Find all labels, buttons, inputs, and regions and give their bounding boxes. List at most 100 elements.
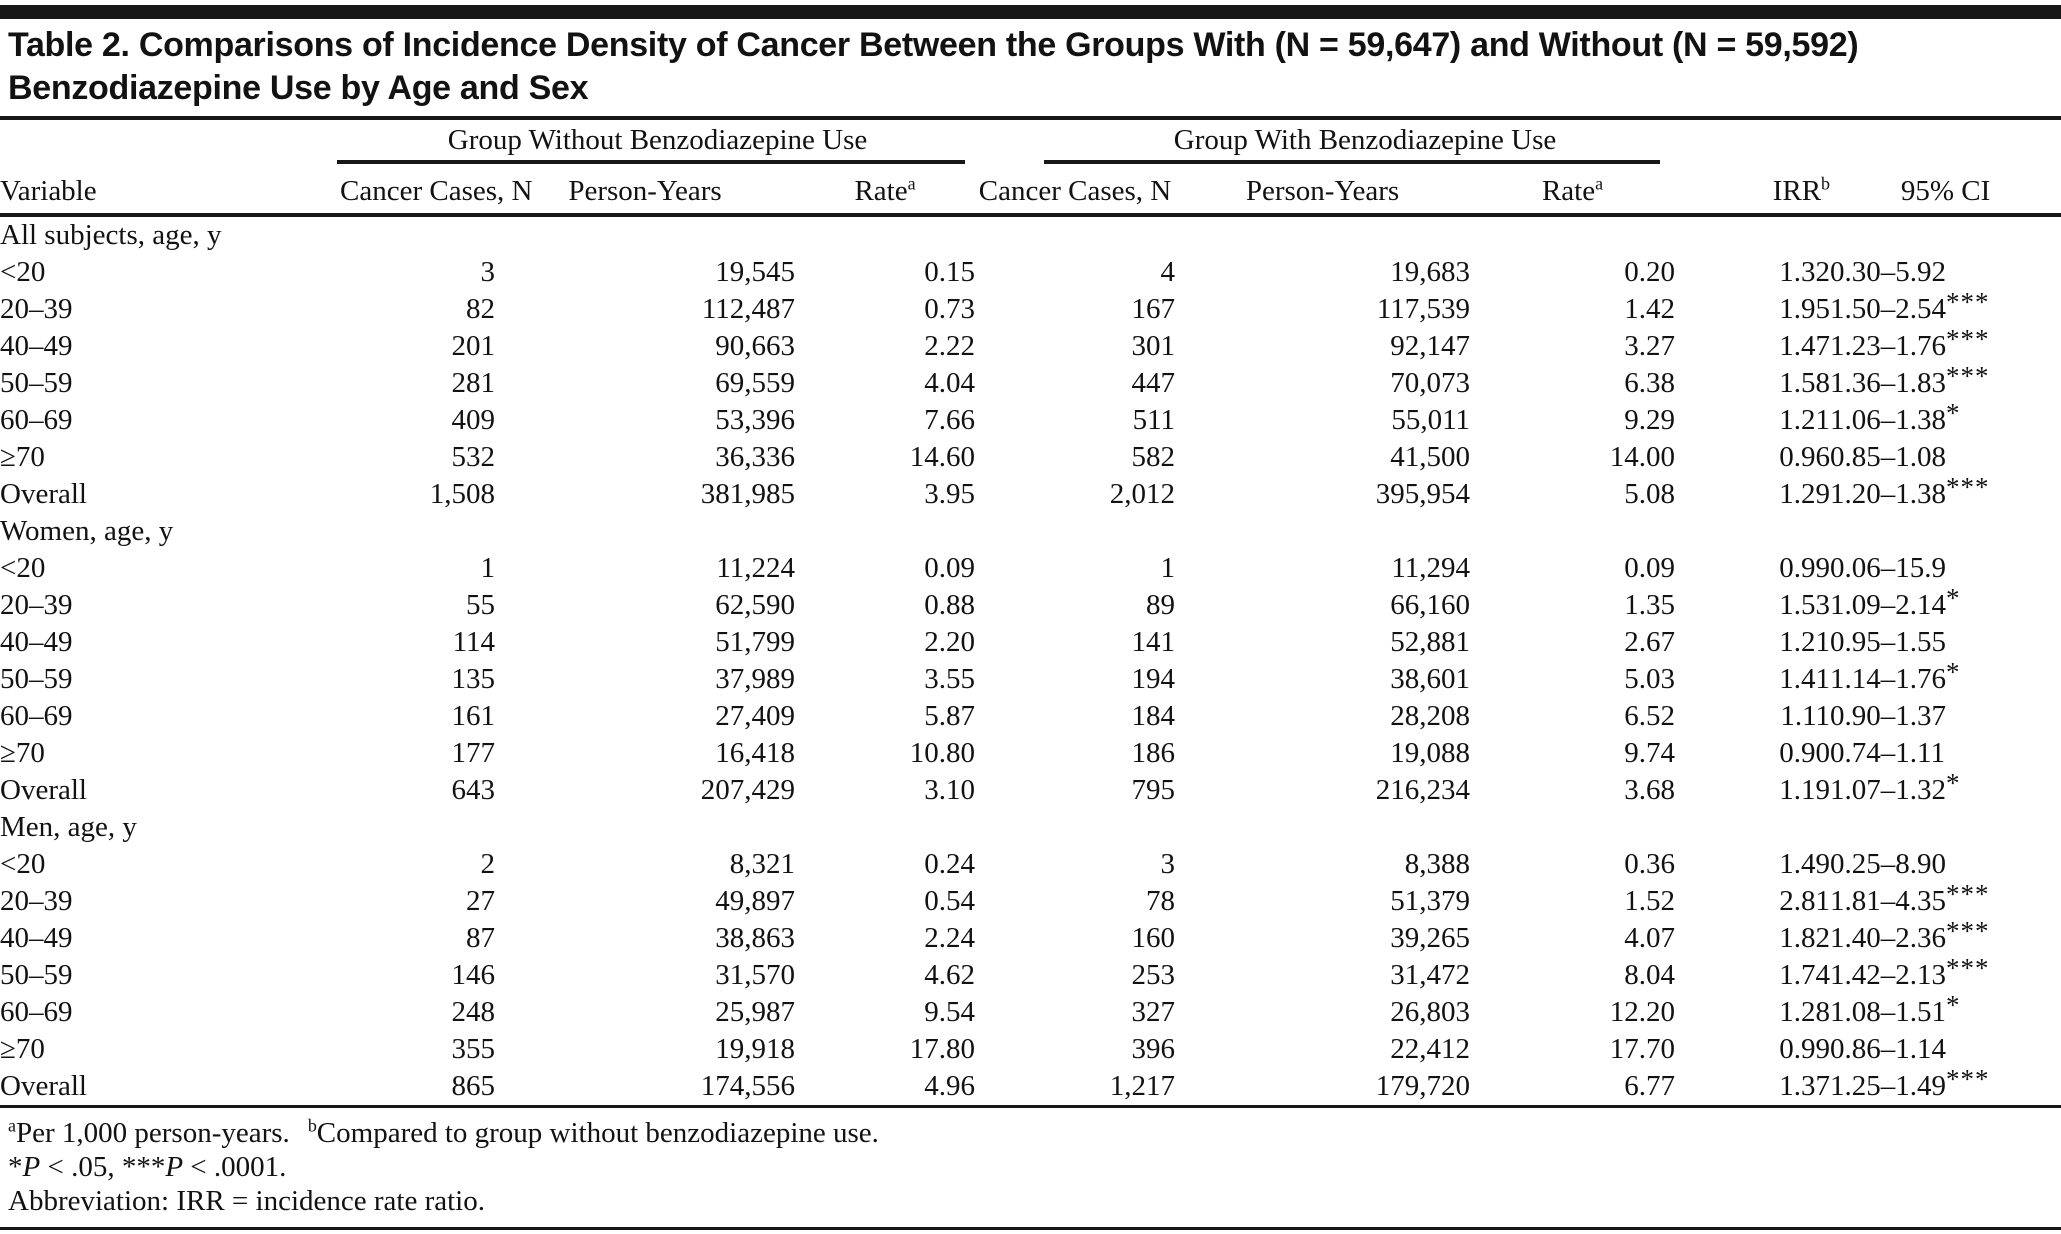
wo-py-value: 16,418 [715,737,795,769]
data-row: <20 2 8,321 0.24 3 8,388 0.36 1.49 0.25–8.90 [0,846,2061,883]
ci-range: 0.90–1.37 [1830,700,1947,732]
group-without-header: Group Without Benzodiazepine Use [337,120,975,164]
irr-value: 1.41 [1779,663,1831,695]
table-bottom-rule [0,1105,2061,1108]
wo-rate-value: 3.95 [924,478,976,510]
irr-header: IRRb [1675,164,1831,217]
section-label: All subjects, age, y [0,219,222,251]
w-cancer-cases-header: Cancer Cases, N [975,164,1176,217]
ci-value: 0.95–1.55 [1830,624,2061,661]
w-rate-value: 0.09 [1624,552,1676,584]
wo-cases-value: 532 [451,441,496,473]
w-py-value: 52,881 [1390,626,1471,658]
ci-range: 0.85–1.08 [1830,441,1947,473]
w-rate-value: 1.42 [1624,293,1676,325]
wo-cases-value: 1 [480,552,496,584]
wo-rate-value: 4.04 [924,367,976,399]
w-py-value: 19,088 [1390,737,1471,769]
ci-range: 1.14–1.76 [1830,663,1947,695]
w-py-value: 179,720 [1375,1070,1471,1102]
data-row: ≥70 532 36,336 14.60 582 41,500 14.00 0.96 0.85–… [0,439,2061,476]
age-group-label: 40–49 [0,922,73,954]
wo-rate-value: 7.66 [924,404,976,436]
irr-footnote-marker-b: b [1821,173,1831,194]
irr-value: 1.28 [1779,996,1831,1028]
w-py-value: 395,954 [1375,478,1471,510]
group-header-row: Group Without Benzodiazepine Use Group W… [0,120,2061,164]
irr-value: 1.21 [1779,626,1831,658]
w-rate-value: 0.20 [1624,256,1676,288]
significance-asterisks: *** [1946,1064,1990,1094]
significance-asterisks: *** [1946,879,1990,909]
wo-rate-value: 2.20 [924,626,976,658]
wo-cases-value: 82 [466,293,495,325]
data-row: Overall 1,508 381,985 3.95 2,012 395,954 5.08 1… [0,472,2061,513]
ci-value: 1.09–2.14* [1830,583,2061,624]
wo-py-value: 112,487 [701,293,795,325]
w-py-value: 8,388 [1404,848,1471,880]
w-cases-value: 4 [1160,256,1176,288]
wo-cases-value: 27 [466,885,495,917]
data-row: <20 1 11,224 0.09 1 11,294 0.09 0.99 0.06–15.9 [0,550,2061,587]
significance-asterisks: * [1946,768,1961,798]
group-with-label: Group With Benzodiazepine Use [1173,124,1557,156]
w-rate-value: 2.67 [1624,626,1676,658]
significance-asterisks: *** [1946,361,1990,391]
footnote-marker: b [307,1115,317,1136]
wo-py-value: 53,396 [715,404,795,436]
w-py-value: 216,234 [1375,774,1471,806]
wo-rate-value: 2.22 [924,330,976,362]
irr-value: 1.32 [1779,256,1831,288]
wo-rate-value: 0.09 [924,552,976,584]
age-group-label: Overall [0,1070,87,1102]
wo-cases-value: 201 [451,330,496,362]
ci-value: 1.08–1.51* [1830,990,2061,1031]
footnote-significance: *P < .05, ***P < .0001. [8,1150,2053,1184]
ci-value: 1.20–1.38*** [1830,472,2061,513]
wo-py-value: 38,863 [715,922,795,954]
wo-cases-value: 114 [452,626,495,658]
ci-range: 1.50–2.54 [1830,293,1947,325]
w-py-value: 41,500 [1390,441,1471,473]
wo-py-value: 381,985 [700,478,795,510]
blank-cell [1830,120,2061,164]
data-row: ≥70 177 16,418 10.80 186 19,088 9.74 0.90 0.74–1… [0,735,2061,772]
variable-header: Variable [0,164,340,217]
wo-py-value: 90,663 [715,330,795,362]
ci-range: 1.42–2.13 [1830,959,1947,991]
w-cases-value: 194 [1131,663,1176,695]
w-cases-value: 327 [1131,996,1176,1028]
wo-cases-value: 281 [451,367,496,399]
significance-asterisks: * [1946,398,1961,428]
footnotes: aPer 1,000 person-years. bCompared to gro… [8,1116,2053,1218]
age-group-label: <20 [0,552,46,584]
ci-value: 0.74–1.11 [1830,735,2061,772]
section-label: Men, age, y [0,811,137,843]
table-title: Table 2. Comparisons of Incidence Densit… [8,26,1859,107]
w-rate-value: 5.08 [1624,478,1676,510]
irr-value: 2.81 [1779,885,1831,917]
data-row: 20–39 55 62,590 0.88 89 66,160 1.35 1.53 1.09–2.… [0,583,2061,624]
data-row: 20–39 82 112,487 0.73 167 117,539 1.42 1.95 1.50… [0,287,2061,328]
w-py-value: 51,379 [1390,885,1471,917]
wo-cases-value: 355 [451,1033,496,1065]
w-cases-value: 582 [1131,441,1176,473]
age-group-label: <20 [0,256,46,288]
irr-value: 1.37 [1779,1070,1831,1102]
w-rate-value: 1.35 [1624,589,1676,621]
age-group-label: 50–59 [0,367,73,399]
footnote-abbreviation: Abbreviation: IRR = incidence rate ratio… [8,1185,485,1217]
wo-cases-value: 135 [451,663,496,695]
wo-rate-value: 9.54 [924,996,976,1028]
wo-py-value: 174,556 [700,1070,795,1102]
age-group-label: Overall [0,478,87,510]
ci-value: 1.42–2.13*** [1830,953,2061,994]
irr-value: 1.95 [1779,293,1831,325]
w-cases-value: 301 [1131,330,1176,362]
group-with-underline [1044,160,1661,164]
age-group-label: <20 [0,848,46,880]
wo-cases-value: 55 [466,589,495,621]
group-with-header: Group With Benzodiazepine Use [975,120,1675,164]
w-rate-value: 6.38 [1624,367,1676,399]
ci-value: 1.06–1.38* [1830,398,2061,439]
